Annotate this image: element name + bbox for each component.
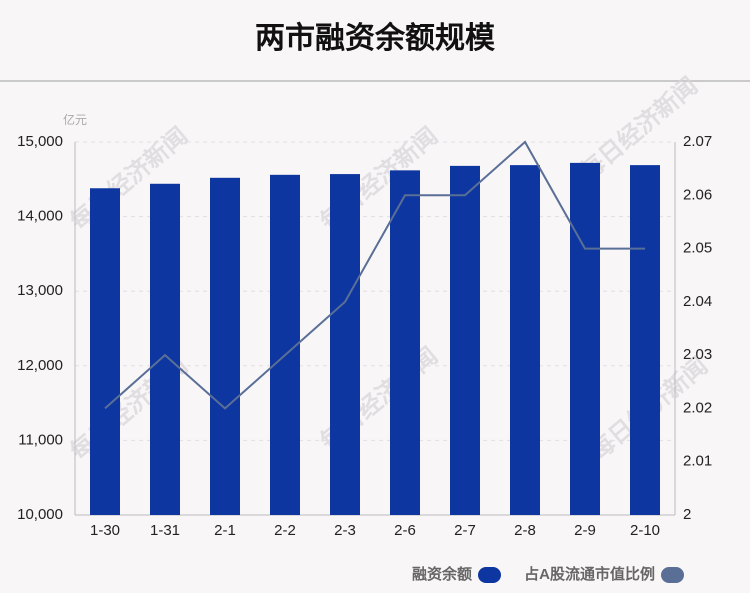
y2-tick-label: 2.06 [683, 186, 712, 203]
y2-tick-label: 2.04 [683, 293, 712, 310]
x-tick-label: 2-10 [630, 522, 660, 539]
bar [330, 174, 360, 515]
y2-tick-label: 2 [683, 506, 691, 523]
x-tick-label: 1-30 [90, 522, 120, 539]
x-tick-label: 2-6 [394, 522, 416, 539]
bar [150, 183, 180, 515]
legend-marker [661, 567, 684, 583]
x-tick-label: 2-1 [214, 522, 236, 539]
bar [570, 162, 600, 515]
y2-tick-label: 2.05 [683, 240, 712, 257]
bar [630, 165, 660, 515]
x-tick-label: 2-9 [574, 522, 596, 539]
bar [270, 174, 300, 515]
bar [450, 165, 480, 515]
bar [90, 188, 120, 515]
legend-marker [478, 567, 501, 583]
y-tick-label: 14,000 [17, 208, 63, 225]
line-series [104, 140, 645, 410]
bar [390, 170, 420, 515]
y-tick-label: 10,000 [17, 506, 63, 523]
x-tick-label: 2-2 [274, 522, 296, 539]
x-tick-label: 2-3 [334, 522, 356, 539]
x-tick-label: 2-8 [514, 522, 536, 539]
y2-tick-label: 2.03 [683, 346, 712, 363]
y-tick-label: 11,000 [18, 431, 63, 448]
y2-tick-label: 2.02 [683, 399, 712, 416]
y-tick-label: 13,000 [17, 282, 63, 299]
x-tick-label: 2-7 [454, 522, 476, 539]
bar [210, 177, 240, 516]
bar [510, 165, 540, 515]
legend-label: 占A股流通市值比例 [524, 565, 655, 583]
y2-tick-label: 2.01 [683, 453, 712, 470]
x-tick-label: 1-31 [150, 522, 180, 539]
chart-title: 两市融资余额规模 [255, 21, 495, 55]
y-tick-label: 12,000 [17, 357, 63, 374]
legend-label: 融资余额 [412, 565, 472, 583]
y-unit: 亿元 [63, 112, 87, 127]
y-tick-label: 15,000 [17, 133, 63, 150]
y2-tick-label: 2.07 [683, 133, 712, 150]
